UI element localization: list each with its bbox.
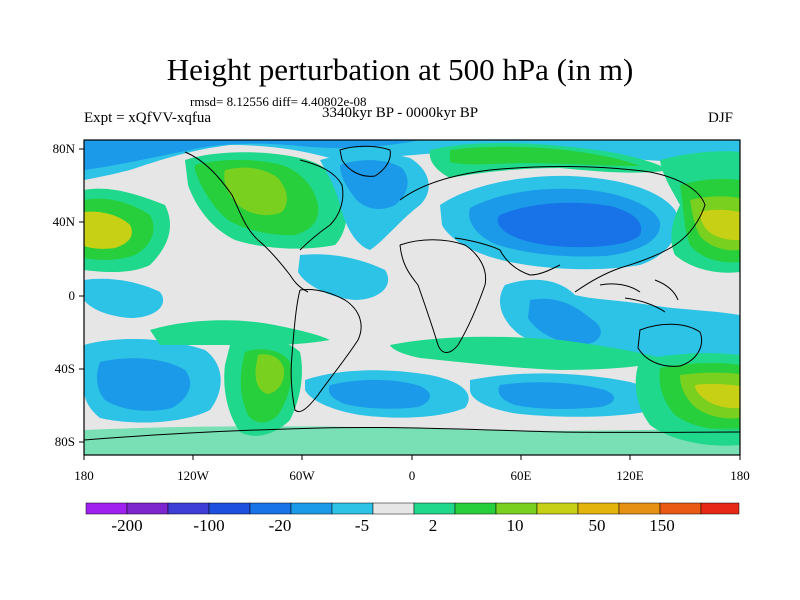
colorbar-swatch <box>700 502 740 515</box>
africa-coastline <box>399 239 487 353</box>
colorbar-label: -200 <box>111 516 143 535</box>
colorbar-label: -5 <box>354 516 370 535</box>
coastlines <box>84 145 740 441</box>
colorbar-swatch <box>659 502 702 515</box>
colorbar-swatch <box>536 502 579 515</box>
colorbar-label: -20 <box>268 516 292 535</box>
atlantic-tropical-negative <box>298 254 389 300</box>
south-atlantic-negative-core <box>328 379 430 409</box>
colorbar-label: 10 <box>506 516 524 535</box>
rmsd-diff-stats: rmsd= 8.12556 diff= 4.40802e-08 <box>190 94 367 109</box>
colorbar-swatch <box>577 502 620 515</box>
south-pacific-negative-core <box>97 358 191 411</box>
antarctica-coastline <box>84 426 740 441</box>
lat-label-equator: 0 <box>68 288 76 303</box>
colorbar-swatch <box>454 502 497 515</box>
period-label: 3340kyr BP - 0000kyr BP <box>322 105 479 121</box>
colorbar <box>85 502 740 515</box>
lon-label-60e: 60E <box>510 468 532 483</box>
colorbar-label: -100 <box>193 516 225 535</box>
lon-label-0: 0 <box>408 468 416 483</box>
lon-label-120w: 120W <box>177 468 209 483</box>
australia-coastline <box>637 323 703 367</box>
colorbar-swatch <box>208 502 251 515</box>
north-pacific-max <box>84 211 132 249</box>
lon-label-180w: 180 <box>74 468 94 483</box>
asia-negative-core <box>497 202 642 248</box>
eurasia-coastline <box>399 165 706 293</box>
east-asia-positive-peak <box>700 209 740 241</box>
colorbar-label: 50 <box>588 516 606 535</box>
pacific-tropical-negative <box>84 278 164 318</box>
colorbar-swatch <box>495 502 538 515</box>
lon-label-120e: 120E <box>616 468 644 483</box>
colorbar-label: 150 <box>649 516 675 535</box>
antarctic-teal-fringe <box>84 426 740 455</box>
colorbar-swatch <box>85 502 128 515</box>
south-america-positive-max <box>255 354 285 394</box>
season-label: DJF <box>708 110 734 126</box>
colorbar-swatch <box>290 502 333 515</box>
contour-field <box>84 140 740 455</box>
arctic-negative-core <box>84 140 420 170</box>
southeast-pacific-positive-peak <box>695 383 740 409</box>
europe-positive-core <box>450 146 640 166</box>
south-america-coastline <box>290 289 362 413</box>
colorbar-label: 2 <box>428 516 438 535</box>
lat-label-80n: 80N <box>52 141 75 156</box>
maritime-continent-coastline <box>599 279 679 313</box>
greenland-coastline <box>339 145 391 177</box>
axis-ticks <box>79 148 741 460</box>
lon-label-180e: 180 <box>730 468 750 483</box>
map-title: Height perturbation at 500 hPa (in m) <box>166 52 634 87</box>
colorbar-swatch <box>331 502 374 515</box>
south-pacific-green-band <box>150 320 330 346</box>
north-america-max <box>224 167 287 216</box>
lon-label-60w: 60W <box>289 468 315 483</box>
lat-label-40s: 40S <box>54 361 75 376</box>
indian-ocean-negative-core <box>528 298 601 345</box>
colorbar-swatch <box>618 502 661 515</box>
colorbar-swatch <box>372 502 415 515</box>
north-atlantic-negative-core <box>340 160 408 210</box>
colorbar-swatch <box>249 502 292 515</box>
north-america-coastline <box>184 151 344 293</box>
colorbar-swatch <box>126 502 169 515</box>
southern-ocean-green-band <box>390 336 670 370</box>
lat-label-40n: 40N <box>52 214 75 229</box>
colorbar-swatch <box>413 502 456 515</box>
colorbar-swatch <box>167 502 210 515</box>
experiment-label: Expt = xQfVV-xqfua <box>84 110 212 126</box>
lat-label-80s: 80S <box>54 434 75 449</box>
south-indian-negative-core <box>498 382 615 410</box>
